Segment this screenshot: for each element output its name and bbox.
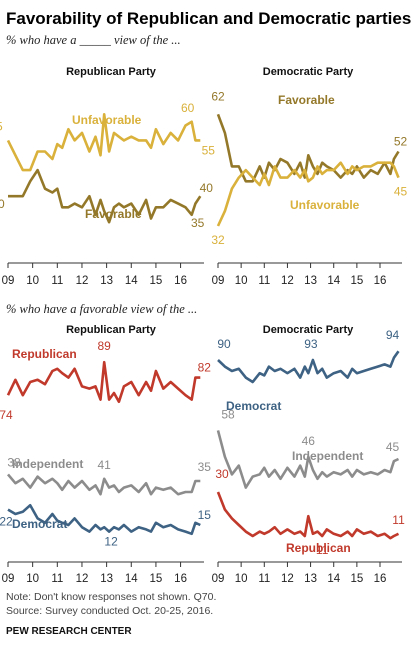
x-tick-label: 13 (100, 275, 113, 287)
series-annotation: Unfavorable (72, 113, 142, 127)
series-line-democrat (7, 503, 201, 536)
figure-title: Favorability of Republican and Democrati… (6, 9, 411, 28)
data-label-peak: 93 (304, 337, 318, 351)
data-label-peak: 35 (191, 216, 205, 230)
x-tick-label: 12 (76, 275, 89, 287)
data-label-start: 40 (0, 197, 5, 211)
series-annotation: Democrat (12, 517, 67, 531)
panel-0: 09 10 11 12 13 14 15 16 55 55 60 40 40 35 Unfavorable F… (0, 101, 215, 287)
series-annotation: Favorable (278, 93, 335, 107)
x-tick-label: 14 (327, 573, 340, 585)
data-label-start: 74 (0, 408, 13, 422)
data-label-start: 62 (211, 89, 225, 103)
series-line-independent (7, 473, 201, 496)
data-label-peak: 12 (104, 535, 118, 549)
x-tick-label: 12 (281, 573, 294, 585)
data-label-end: 94 (386, 328, 400, 342)
data-label-start: 32 (211, 233, 225, 247)
data-label-end: 45 (386, 440, 400, 454)
series-annotation: Favorable (85, 207, 142, 221)
x-tick-label: 09 (2, 275, 15, 287)
data-label-end: 52 (394, 135, 408, 149)
series-line-republican (216, 491, 400, 540)
data-label-peak: 46 (302, 434, 316, 448)
x-tick-label: 13 (304, 573, 317, 585)
panel-1: 09 10 11 12 13 14 15 16 62 52 32 45 Favorable Unfavor… (211, 89, 407, 287)
data-label-peak: 11 (316, 543, 329, 557)
series-line-democrat (217, 350, 400, 384)
data-label-end: 45 (394, 185, 408, 199)
x-tick-label: 11 (258, 573, 270, 585)
x-tick-label: 14 (125, 573, 138, 585)
x-tick-label: 15 (350, 573, 363, 585)
x-tick-label: 11 (51, 573, 63, 585)
note-text: Note: Don't know responses not shown. Q7… (6, 591, 216, 603)
x-tick-label: 14 (125, 275, 138, 287)
x-tick-label: 16 (374, 573, 387, 585)
x-tick-label: 16 (374, 275, 387, 287)
panel-title-bottom-democratic: Democratic Party (263, 324, 354, 336)
data-label-end: 11 (392, 513, 405, 527)
data-label-end: 35 (198, 460, 212, 474)
x-tick-label: 14 (327, 275, 340, 287)
data-label-end: 82 (198, 361, 212, 375)
data-label-start: 38 (7, 455, 21, 469)
series-line-independent (216, 430, 400, 489)
series-annotation: Democrat (226, 399, 281, 413)
subtitle-top: % who have a _____ view of the ... (6, 33, 181, 47)
series-line-republican (6, 360, 201, 404)
x-tick-label: 13 (304, 275, 317, 287)
chart-panels: 09 10 11 12 13 14 15 16 55 55 60 40 40 35 Unfavorable F… (0, 89, 408, 585)
data-label-start: 22 (0, 515, 13, 529)
x-tick-label: 16 (174, 275, 187, 287)
subtitle-bottom: % who have a favorable view of the ... (6, 302, 197, 316)
x-tick-label: 15 (350, 275, 363, 287)
series-annotation: Republican (286, 541, 351, 555)
series-annotation: Unfavorable (290, 198, 360, 212)
data-label-end: 55 (202, 143, 216, 157)
x-tick-label: 09 (212, 275, 225, 287)
x-tick-label: 10 (26, 275, 39, 287)
data-label-start: 58 (221, 407, 235, 421)
panel-title-top-democratic: Democratic Party (263, 66, 354, 78)
x-tick-label: 13 (100, 573, 113, 585)
data-label-peak: 89 (97, 339, 111, 353)
data-label-end: 40 (200, 181, 214, 195)
panel-3: 09 10 11 12 13 14 15 16909493584546301111Republ… (212, 328, 405, 585)
series-line-favorable (8, 168, 202, 224)
data-label-start: 90 (217, 337, 231, 351)
source-text: Source: Survey conducted Oct. 20-25, 201… (6, 605, 213, 617)
x-tick-label: 10 (235, 573, 248, 585)
x-tick-label: 16 (174, 573, 187, 585)
x-tick-label: 10 (235, 275, 248, 287)
series-annotation: Independent (292, 449, 363, 463)
data-label-start: 55 (0, 119, 3, 133)
series-annotation: Republican (12, 347, 77, 361)
credit-text: PEW RESEARCH CENTER (6, 626, 132, 637)
data-label-peak: 60 (181, 101, 195, 115)
x-tick-label: 11 (258, 275, 270, 287)
panel-title-top-republican: Republican Party (66, 66, 157, 78)
series-line-unfavorable (216, 161, 400, 227)
series-line-unfavorable (6, 113, 201, 172)
data-label-end: 15 (198, 508, 212, 522)
x-tick-label: 15 (150, 275, 163, 287)
panel-title-bottom-republican: Republican Party (66, 324, 157, 336)
panel-2: 09 10 11 12 13 14 15 16 74 82 89 38 35 41 22 15 12 Republ… (0, 339, 211, 585)
x-tick-label: 12 (281, 275, 294, 287)
x-tick-label: 15 (150, 573, 163, 585)
x-tick-label: 09 (2, 573, 15, 585)
x-tick-label: 09 (212, 573, 225, 585)
data-label-start: 30 (215, 467, 229, 481)
series-annotation: Independent (12, 457, 83, 471)
x-tick-label: 11 (51, 275, 63, 287)
data-label-peak: 41 (97, 458, 111, 472)
x-tick-label: 10 (26, 573, 39, 585)
x-tick-label: 12 (76, 573, 89, 585)
